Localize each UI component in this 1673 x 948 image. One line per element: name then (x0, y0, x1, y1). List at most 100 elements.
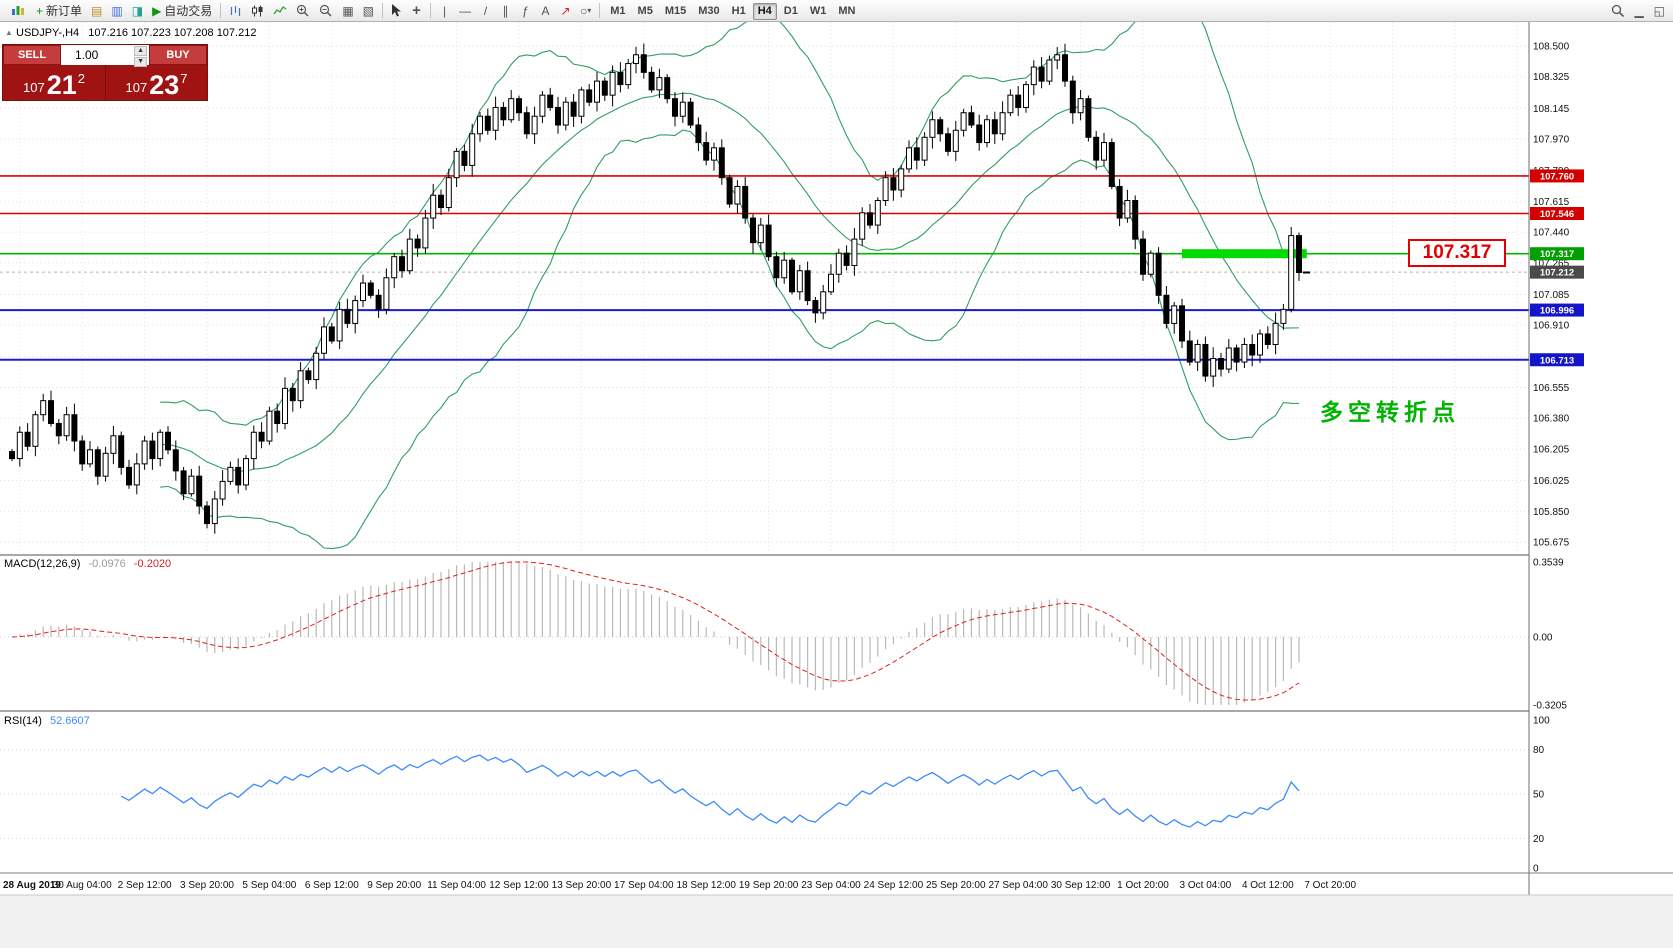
timeframe-m5-button[interactable]: M5 (633, 3, 658, 20)
zoom-out-button[interactable] (315, 1, 337, 20)
tile-windows-button[interactable]: ▦ (338, 1, 357, 20)
svg-text:50: 50 (1533, 790, 1545, 801)
timeframe-h4-button[interactable]: H4 (752, 2, 777, 20)
candles-layer (9, 43, 1310, 534)
cursor-button[interactable] (387, 1, 406, 20)
timeframe-w1-button[interactable]: W1 (805, 3, 832, 20)
svg-text:7 Oct 20:00: 7 Oct 20:00 (1304, 880, 1356, 891)
svg-text:3 Oct 04:00: 3 Oct 04:00 (1180, 880, 1232, 891)
minimize-window-button[interactable]: ▁ (1630, 1, 1649, 20)
chart-title: USDJPY-,H4 107.216 107.223 107.208 107.2… (16, 27, 256, 39)
search-button[interactable] (1607, 1, 1629, 20)
price-axis[interactable]: 108.500108.325108.145107.970107.790107.6… (1528, 22, 1673, 895)
price-tag: 107.317 (1530, 247, 1584, 261)
horizontal-lines[interactable] (0, 175, 1529, 361)
charts-icon: ▤ (91, 3, 103, 18)
price-callout-107317[interactable]: 107.317 (1408, 239, 1506, 267)
crosshair-button[interactable]: + (407, 1, 426, 20)
svg-text:106.996: 106.996 (1540, 306, 1574, 317)
shapes-tool-icon: ○ (580, 3, 588, 18)
macd-signal-value: -0.2020 (133, 558, 172, 570)
toolbar-separator (220, 3, 222, 18)
svg-text:105.675: 105.675 (1533, 538, 1570, 549)
svg-text:106.910: 106.910 (1533, 321, 1570, 332)
volume-up-icon[interactable]: ▲ (134, 46, 147, 56)
cascade-windows-button[interactable]: ▧ (359, 1, 378, 20)
buy-price-big: 23 (149, 70, 180, 100)
rsi-panel[interactable] (0, 749, 1529, 839)
one-click-collapse-icon[interactable]: ▲ (5, 28, 13, 37)
timeframe-m30-button[interactable]: M30 (693, 3, 724, 20)
shapes-tool-button[interactable]: ○ ▾ (576, 1, 595, 20)
bar-chart-icon (231, 5, 241, 16)
svg-text:3 Sep 20:00: 3 Sep 20:00 (180, 880, 234, 891)
profiles-icon: ▥ (111, 3, 123, 18)
autotrade-button[interactable]: ▶ 自动交易 (148, 1, 216, 20)
cursor-icon (392, 4, 401, 17)
new-order-icon: + (36, 3, 44, 18)
macd-panel[interactable] (0, 561, 1529, 705)
zoom-in-button[interactable] (292, 1, 314, 20)
fibonacci-tool-button[interactable]: ƒ (516, 1, 535, 20)
chart-canvas[interactable]: 108.500108.325108.145107.970107.790107.6… (0, 22, 1673, 948)
svg-text:107.615: 107.615 (1533, 197, 1570, 208)
svg-text:4 Oct 12:00: 4 Oct 12:00 (1242, 880, 1294, 891)
timeframe-m15-button[interactable]: M15 (660, 3, 691, 20)
line-chart-button[interactable] (269, 1, 291, 20)
arrows-tool-button[interactable]: ↗ (556, 1, 575, 20)
svg-text:27 Sep 04:00: 27 Sep 04:00 (988, 880, 1048, 891)
channel-tool-button[interactable]: ∥ (496, 1, 515, 20)
svg-text:2 Sep 12:00: 2 Sep 12:00 (118, 880, 172, 891)
svg-text:9 Sep 20:00: 9 Sep 20:00 (367, 880, 421, 891)
macd-main-value: -0.0976 (88, 558, 126, 570)
app-icon (4, 0, 31, 21)
charts-button[interactable]: ▤ (87, 1, 106, 20)
svg-text:105.850: 105.850 (1533, 507, 1570, 518)
data-window-button[interactable]: ◨ (128, 1, 147, 20)
ohlc-values: 107.216 107.223 107.208 107.212 (88, 27, 257, 39)
volume-input[interactable] (61, 47, 137, 63)
panel-separators[interactable] (0, 554, 1673, 712)
buy-button[interactable]: BUY (149, 45, 207, 65)
text-tool-button[interactable]: A (536, 1, 555, 20)
svg-text:30 Sep 12:00: 30 Sep 12:00 (1051, 880, 1111, 891)
price-tag: 107.546 (1530, 206, 1584, 220)
svg-text:24 Sep 12:00: 24 Sep 12:00 (864, 880, 924, 891)
svg-text:5 Sep 04:00: 5 Sep 04:00 (242, 880, 296, 891)
svg-text:0: 0 (1533, 864, 1539, 875)
channel-icon: ∥ (502, 3, 509, 18)
toolbar: + 新订单 ▤ ▥ ◨ ▶ 自动交易 (0, 0, 1673, 22)
svg-text:106.205: 106.205 (1533, 444, 1570, 455)
sell-button[interactable]: SELL (3, 45, 61, 65)
autotrade-play-icon: ▶ (152, 3, 162, 18)
svg-text:107.440: 107.440 (1533, 228, 1570, 239)
timeframe-mn-button[interactable]: MN (833, 3, 860, 20)
toolbar-separator (382, 3, 383, 18)
trendline-tool-button[interactable]: / (476, 1, 495, 20)
svg-text:18 Sep 12:00: 18 Sep 12:00 (676, 880, 736, 891)
buy-price[interactable]: 107 23 7 (105, 65, 207, 100)
svg-text:107.317: 107.317 (1540, 249, 1574, 260)
chart-background (0, 22, 1673, 948)
timeframe-h1-button[interactable]: H1 (727, 3, 751, 20)
svg-text:107.546: 107.546 (1540, 209, 1574, 220)
vertical-line-tool-button[interactable]: | (435, 1, 454, 20)
cascade-windows-icon: ▧ (362, 3, 374, 18)
svg-text:-0.3205: -0.3205 (1533, 701, 1567, 712)
pivot-annotation[interactable]: 多空转折点 (1320, 399, 1460, 425)
horizontal-line-tool-button[interactable]: — (455, 1, 475, 20)
volume-down-icon[interactable]: ▼ (134, 57, 147, 67)
search-icon (1611, 4, 1624, 17)
sell-price[interactable]: 107 21 2 (3, 65, 105, 100)
bar-chart-button[interactable] (225, 1, 246, 20)
profiles-button[interactable]: ▥ (107, 1, 126, 20)
restore-window-button[interactable]: ◱ (1650, 1, 1669, 20)
timeframe-d1-button[interactable]: D1 (779, 3, 803, 20)
volume-spinner: ▲ ▼ (134, 46, 147, 68)
svg-text:100: 100 (1533, 716, 1550, 727)
timeframe-m1-button[interactable]: M1 (605, 3, 630, 20)
new-order-button[interactable]: + 新订单 (32, 1, 86, 20)
svg-text:108.325: 108.325 (1533, 72, 1570, 83)
candlestick-chart-button[interactable] (247, 1, 268, 20)
